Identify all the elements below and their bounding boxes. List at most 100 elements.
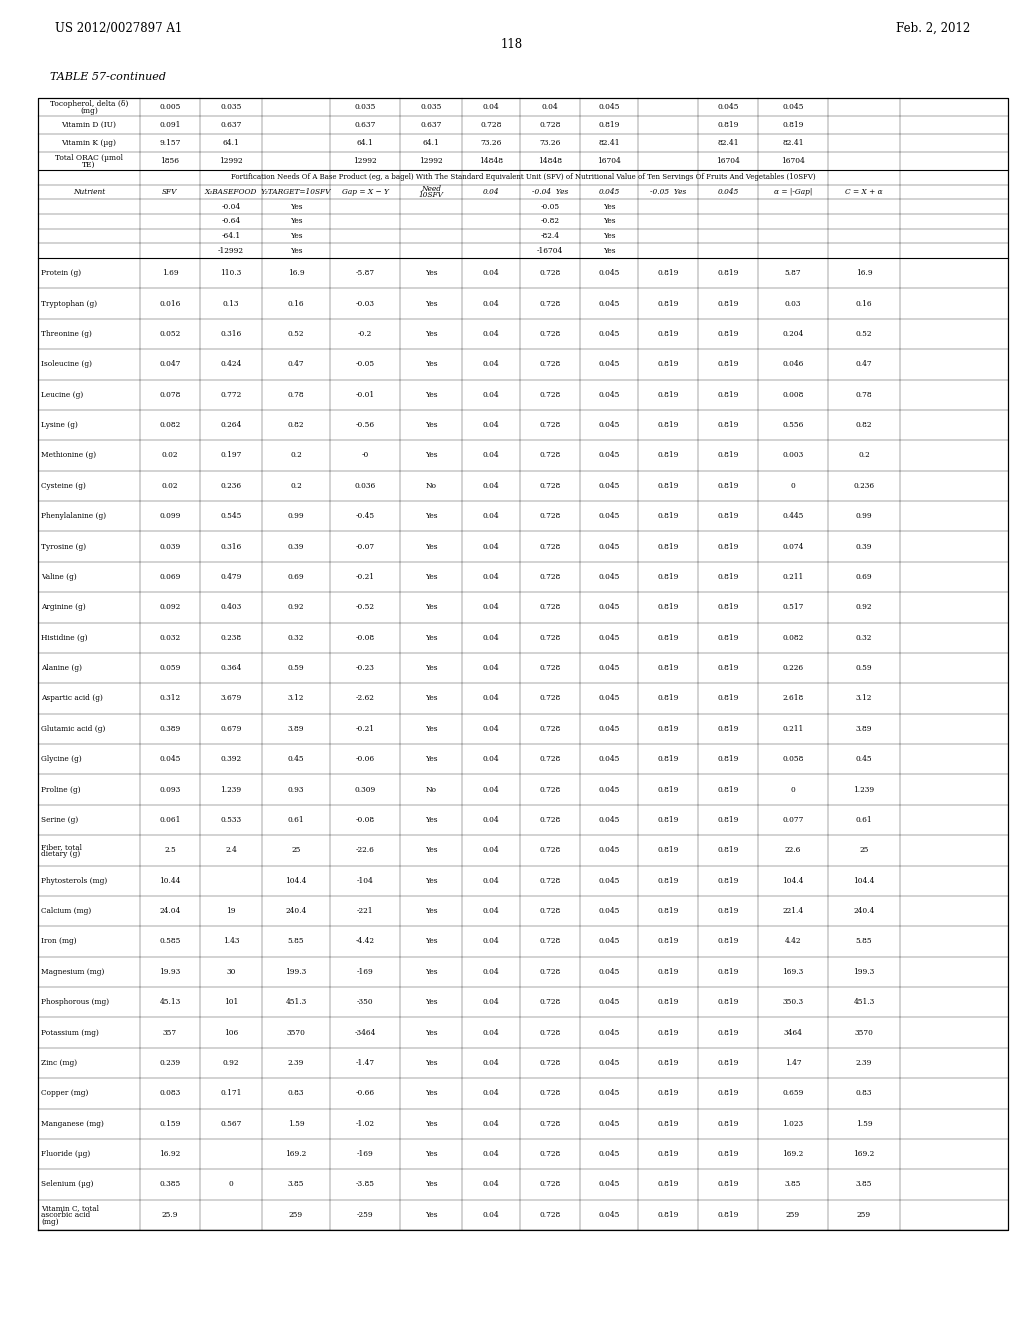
Text: 0.728: 0.728 (540, 876, 560, 884)
Text: 64.1: 64.1 (222, 139, 240, 147)
Text: Valine (g): Valine (g) (41, 573, 77, 581)
Text: 0.364: 0.364 (220, 664, 242, 672)
Text: 0.819: 0.819 (598, 121, 620, 129)
Text: 0.078: 0.078 (160, 391, 180, 399)
Text: Proline (g): Proline (g) (41, 785, 81, 793)
Text: 0.52: 0.52 (288, 330, 304, 338)
Text: -0.82: -0.82 (541, 218, 559, 226)
Text: Glutamic acid (g): Glutamic acid (g) (41, 725, 105, 733)
Text: 2.39: 2.39 (288, 1059, 304, 1067)
Text: 0.091: 0.091 (160, 121, 180, 129)
Text: 1.47: 1.47 (784, 1059, 802, 1067)
Text: 0.728: 0.728 (540, 725, 560, 733)
Text: (mg): (mg) (41, 1218, 58, 1226)
Text: 82.41: 82.41 (782, 139, 804, 147)
Text: 0.45: 0.45 (856, 755, 872, 763)
Text: Yes: Yes (425, 876, 437, 884)
Text: 0.197: 0.197 (220, 451, 242, 459)
Text: 0.236: 0.236 (220, 482, 242, 490)
Text: -64.1: -64.1 (221, 232, 241, 240)
Text: 0.045: 0.045 (598, 785, 620, 793)
Text: -16704: -16704 (537, 247, 563, 255)
Text: ascorbic acid: ascorbic acid (41, 1210, 90, 1218)
Text: 0.819: 0.819 (718, 482, 738, 490)
Text: -1.02: -1.02 (355, 1119, 375, 1127)
Text: 1.239: 1.239 (853, 785, 874, 793)
Text: 0.78: 0.78 (288, 391, 304, 399)
Text: 0.819: 0.819 (657, 785, 679, 793)
Text: 0.2: 0.2 (290, 451, 302, 459)
Text: 1.69: 1.69 (162, 269, 178, 277)
Text: 0.04: 0.04 (482, 968, 500, 975)
Text: 0.819: 0.819 (657, 876, 679, 884)
Text: 0.045: 0.045 (598, 694, 620, 702)
Text: 1.59: 1.59 (856, 1119, 872, 1127)
Text: 0.78: 0.78 (856, 391, 872, 399)
Text: Threonine (g): Threonine (g) (41, 330, 92, 338)
Text: 0.04: 0.04 (482, 1059, 500, 1067)
Text: 0.385: 0.385 (160, 1180, 180, 1188)
Text: 0.309: 0.309 (354, 785, 376, 793)
Text: 0.312: 0.312 (160, 694, 180, 702)
Text: Lysine (g): Lysine (g) (41, 421, 78, 429)
Text: 0.045: 0.045 (718, 187, 738, 195)
Text: 3.85: 3.85 (288, 1180, 304, 1188)
Text: 12992: 12992 (219, 157, 243, 165)
Text: 0.819: 0.819 (657, 300, 679, 308)
Text: 0.082: 0.082 (782, 634, 804, 642)
Text: Isoleucine (g): Isoleucine (g) (41, 360, 92, 368)
Text: 0.045: 0.045 (598, 512, 620, 520)
Text: -0.04: -0.04 (221, 203, 241, 211)
Text: 0.045: 0.045 (598, 451, 620, 459)
Text: 3570: 3570 (287, 1028, 305, 1036)
Text: -221: -221 (356, 907, 374, 915)
Text: 10SFV: 10SFV (419, 191, 443, 199)
Text: Yes: Yes (425, 543, 437, 550)
Text: 0.728: 0.728 (540, 907, 560, 915)
Text: Yes: Yes (603, 218, 615, 226)
Text: 0.728: 0.728 (540, 391, 560, 399)
Text: 5.85: 5.85 (856, 937, 872, 945)
Text: 0.819: 0.819 (657, 725, 679, 733)
Text: 0.69: 0.69 (288, 573, 304, 581)
Text: 0.39: 0.39 (288, 543, 304, 550)
Text: Yes: Yes (425, 1150, 437, 1158)
Text: 0.04: 0.04 (482, 300, 500, 308)
Text: 0.556: 0.556 (782, 421, 804, 429)
Text: 0.077: 0.077 (782, 816, 804, 824)
Text: Phenylalanine (g): Phenylalanine (g) (41, 512, 106, 520)
Text: -0.05  Yes: -0.05 Yes (650, 187, 686, 195)
Text: 0.728: 0.728 (540, 330, 560, 338)
Text: 0.819: 0.819 (782, 121, 804, 129)
Text: 4.42: 4.42 (784, 937, 801, 945)
Text: 9.157: 9.157 (160, 139, 180, 147)
Text: 0.058: 0.058 (782, 755, 804, 763)
Text: 0.728: 0.728 (540, 998, 560, 1006)
Text: 0.819: 0.819 (718, 816, 738, 824)
Text: 3.89: 3.89 (288, 725, 304, 733)
Text: 10.44: 10.44 (160, 876, 180, 884)
Text: 0.728: 0.728 (540, 573, 560, 581)
Text: Alanine (g): Alanine (g) (41, 664, 82, 672)
Text: Yes: Yes (425, 937, 437, 945)
Text: -5.87: -5.87 (355, 269, 375, 277)
Text: 0.045: 0.045 (717, 103, 738, 111)
Text: 0.819: 0.819 (718, 1180, 738, 1188)
Text: Vitamin C, total: Vitamin C, total (41, 1204, 99, 1212)
Text: 19.93: 19.93 (160, 968, 180, 975)
Text: TABLE 57-continued: TABLE 57-continued (50, 73, 166, 82)
Text: 350.3: 350.3 (782, 998, 804, 1006)
Text: 104.4: 104.4 (853, 876, 874, 884)
Text: Aspartic acid (g): Aspartic acid (g) (41, 694, 102, 702)
Text: 0.728: 0.728 (540, 1059, 560, 1067)
Text: 0.819: 0.819 (657, 755, 679, 763)
Text: 0.728: 0.728 (540, 300, 560, 308)
Text: Serine (g): Serine (g) (41, 816, 78, 824)
Text: 0.04: 0.04 (482, 664, 500, 672)
Text: -0.52: -0.52 (355, 603, 375, 611)
Text: 0.036: 0.036 (354, 482, 376, 490)
Text: 0.092: 0.092 (160, 603, 180, 611)
Text: 0.819: 0.819 (718, 1150, 738, 1158)
Text: Vitamin D (IU): Vitamin D (IU) (61, 121, 117, 129)
Text: -12992: -12992 (218, 247, 244, 255)
